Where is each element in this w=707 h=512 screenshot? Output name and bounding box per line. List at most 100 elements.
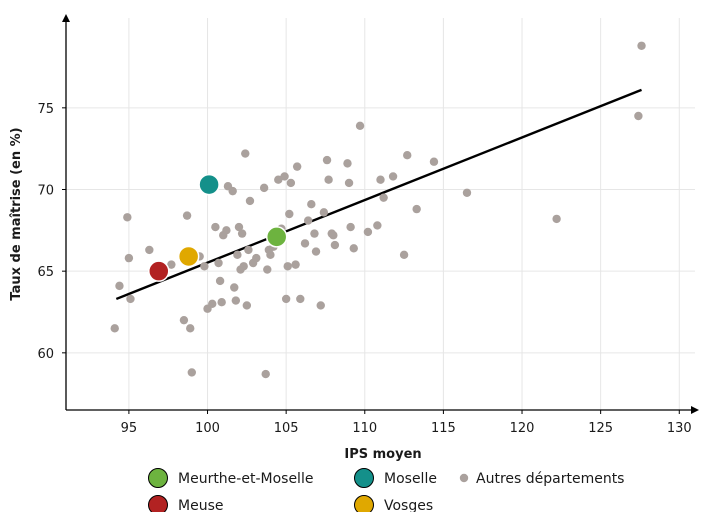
data-point [463, 189, 471, 197]
data-point [310, 229, 318, 237]
trend-line-group [116, 90, 641, 299]
data-point [364, 228, 372, 236]
data-point [145, 246, 153, 254]
data-point [115, 282, 123, 290]
data-point [389, 172, 397, 180]
data-point [285, 210, 293, 218]
x-axis-arrow [691, 406, 699, 414]
x-axis-title: IPS moyen [344, 447, 421, 462]
legend-label: Vosges [384, 498, 433, 512]
data-points [111, 42, 646, 379]
data-point [379, 193, 387, 201]
data-point [403, 151, 411, 159]
data-point [291, 260, 299, 268]
data-point [634, 112, 642, 120]
data-point [376, 176, 384, 184]
data-point [208, 300, 216, 308]
legend-label: Moselle [384, 471, 437, 487]
highlight-point [199, 175, 219, 195]
y-tick-label: 65 [37, 265, 54, 280]
data-point [233, 251, 241, 259]
data-point [232, 296, 240, 304]
data-point [331, 241, 339, 249]
data-point [186, 324, 194, 332]
legend-marker [149, 496, 168, 512]
legend-label: Meurthe-et-Moselle [178, 471, 313, 487]
data-point [317, 301, 325, 309]
highlight-point [149, 261, 169, 281]
data-point [637, 42, 645, 50]
data-point [430, 158, 438, 166]
data-point [293, 162, 301, 170]
data-point [266, 251, 274, 259]
highlight-point [267, 227, 287, 247]
data-point [125, 254, 133, 262]
data-point [239, 262, 247, 270]
data-point [243, 301, 251, 309]
data-point [222, 226, 230, 234]
axes [62, 14, 699, 414]
data-point [323, 156, 331, 164]
y-tick-label: 60 [37, 347, 54, 362]
data-point [252, 254, 260, 262]
data-point [200, 262, 208, 270]
legend-marker [355, 496, 374, 512]
grid-lines [66, 18, 695, 410]
data-point [345, 179, 353, 187]
data-point [412, 205, 420, 213]
legend-label: Meuse [178, 498, 223, 512]
data-point [287, 179, 295, 187]
data-point [301, 239, 309, 247]
data-point [307, 200, 315, 208]
x-tick-label: 105 [274, 421, 299, 436]
data-point [304, 216, 312, 224]
legend-marker [460, 474, 468, 482]
legend-label: Autres départements [476, 471, 624, 487]
data-point [123, 213, 131, 221]
data-point [241, 149, 249, 157]
data-point [400, 251, 408, 259]
x-tick-label: 95 [121, 421, 138, 436]
data-point [211, 223, 219, 231]
trend-line [116, 90, 641, 299]
x-tick-label: 115 [431, 421, 456, 436]
highlight-point [179, 246, 199, 266]
x-tick-label: 110 [352, 421, 377, 436]
data-point [111, 324, 119, 332]
y-axis-arrow [62, 14, 70, 22]
data-point [230, 283, 238, 291]
data-point [180, 316, 188, 324]
data-point [244, 246, 252, 254]
legend-marker [355, 469, 374, 488]
data-point [346, 223, 354, 231]
data-point [183, 211, 191, 219]
data-point [188, 368, 196, 376]
data-point [350, 244, 358, 252]
data-point [284, 262, 292, 270]
data-point [217, 298, 225, 306]
data-point [552, 215, 560, 223]
data-point [260, 184, 268, 192]
data-point [373, 221, 381, 229]
data-point [343, 159, 351, 167]
legend-marker [149, 469, 168, 488]
data-point [324, 176, 332, 184]
data-point [246, 197, 254, 205]
y-tick-label: 70 [37, 184, 54, 199]
data-point [296, 295, 304, 303]
data-point [262, 370, 270, 378]
data-point [214, 259, 222, 267]
data-point [216, 277, 224, 285]
y-axis-title: Taux de maîtrise (en %) [9, 127, 24, 300]
data-point [356, 122, 364, 130]
legend: Meurthe-et-Moselle Moselle Autres départem… [149, 469, 625, 512]
data-point [320, 208, 328, 216]
data-point [282, 295, 290, 303]
data-point [280, 172, 288, 180]
data-point [329, 231, 337, 239]
data-point [126, 295, 134, 303]
data-point [263, 265, 271, 273]
x-tick-label: 130 [667, 421, 692, 436]
x-tick-label: 100 [195, 421, 220, 436]
